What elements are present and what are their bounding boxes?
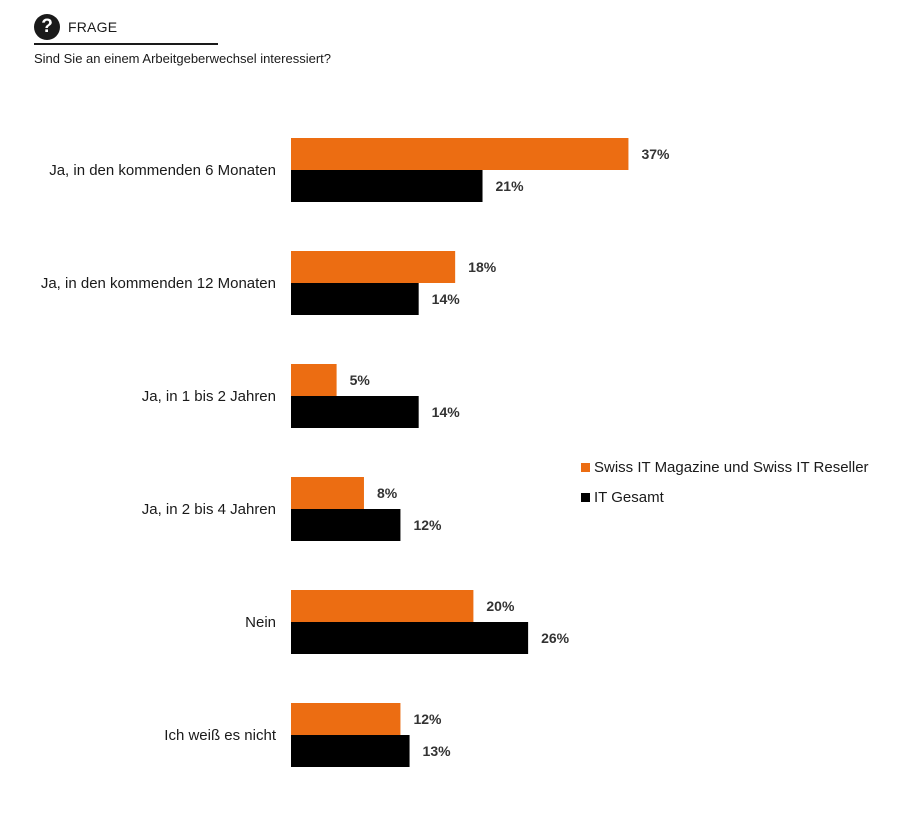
category-label: Ja, in den kommenden 12 Monaten [41, 275, 276, 292]
legend-swatch-series-1 [581, 462, 590, 472]
legend-label-series-1: Swiss IT Magazine und Swiss IT Reseller [594, 458, 869, 476]
bar-series-1 [291, 251, 456, 283]
category-label: Ja, in 1 bis 2 Jahren [142, 388, 276, 405]
legend: Swiss IT Magazine und Swiss IT Reseller … [581, 452, 869, 512]
data-label: 13% [423, 743, 452, 759]
frage-label: FRAGE [68, 19, 118, 35]
bar-series-2 [291, 170, 483, 202]
legend-item-series-2: IT Gesamt [581, 482, 869, 512]
data-label: 21% [496, 178, 525, 194]
bar-series-2 [291, 396, 419, 428]
data-label: 37% [641, 146, 670, 162]
data-label: 20% [486, 598, 515, 614]
question-mark-icon: ? [34, 14, 60, 40]
legend-item-series-1: Swiss IT Magazine und Swiss IT Reseller [581, 452, 869, 482]
category-label: Ja, in 2 bis 4 Jahren [142, 501, 276, 518]
bar-series-1 [291, 590, 474, 622]
data-label: 18% [468, 259, 497, 275]
question-text: Sind Sie an einem Arbeitgeberwechsel int… [34, 51, 332, 66]
bar-series-1 [291, 703, 401, 735]
bar-series-2 [291, 509, 401, 541]
bar-series-2 [291, 735, 410, 767]
data-label: 5% [350, 372, 371, 388]
bar-series-1 [291, 138, 629, 170]
data-label: 26% [541, 630, 570, 646]
data-label: 14% [432, 404, 461, 420]
data-label: 12% [413, 711, 442, 727]
bar-series-2 [291, 283, 419, 315]
data-label: 14% [432, 291, 461, 307]
category-label: Ich weiß es nicht [164, 727, 277, 744]
data-label: 8% [377, 485, 398, 501]
bar-series-2 [291, 622, 529, 654]
data-label: 12% [413, 517, 442, 533]
bar-series-1 [291, 477, 364, 509]
legend-swatch-series-2 [581, 492, 590, 502]
header-divider [34, 43, 218, 45]
legend-label-series-2: IT Gesamt [594, 488, 664, 506]
category-label: Ja, in den kommenden 6 Monaten [49, 162, 276, 179]
category-label: Nein [245, 614, 276, 631]
bar-series-1 [291, 364, 337, 396]
